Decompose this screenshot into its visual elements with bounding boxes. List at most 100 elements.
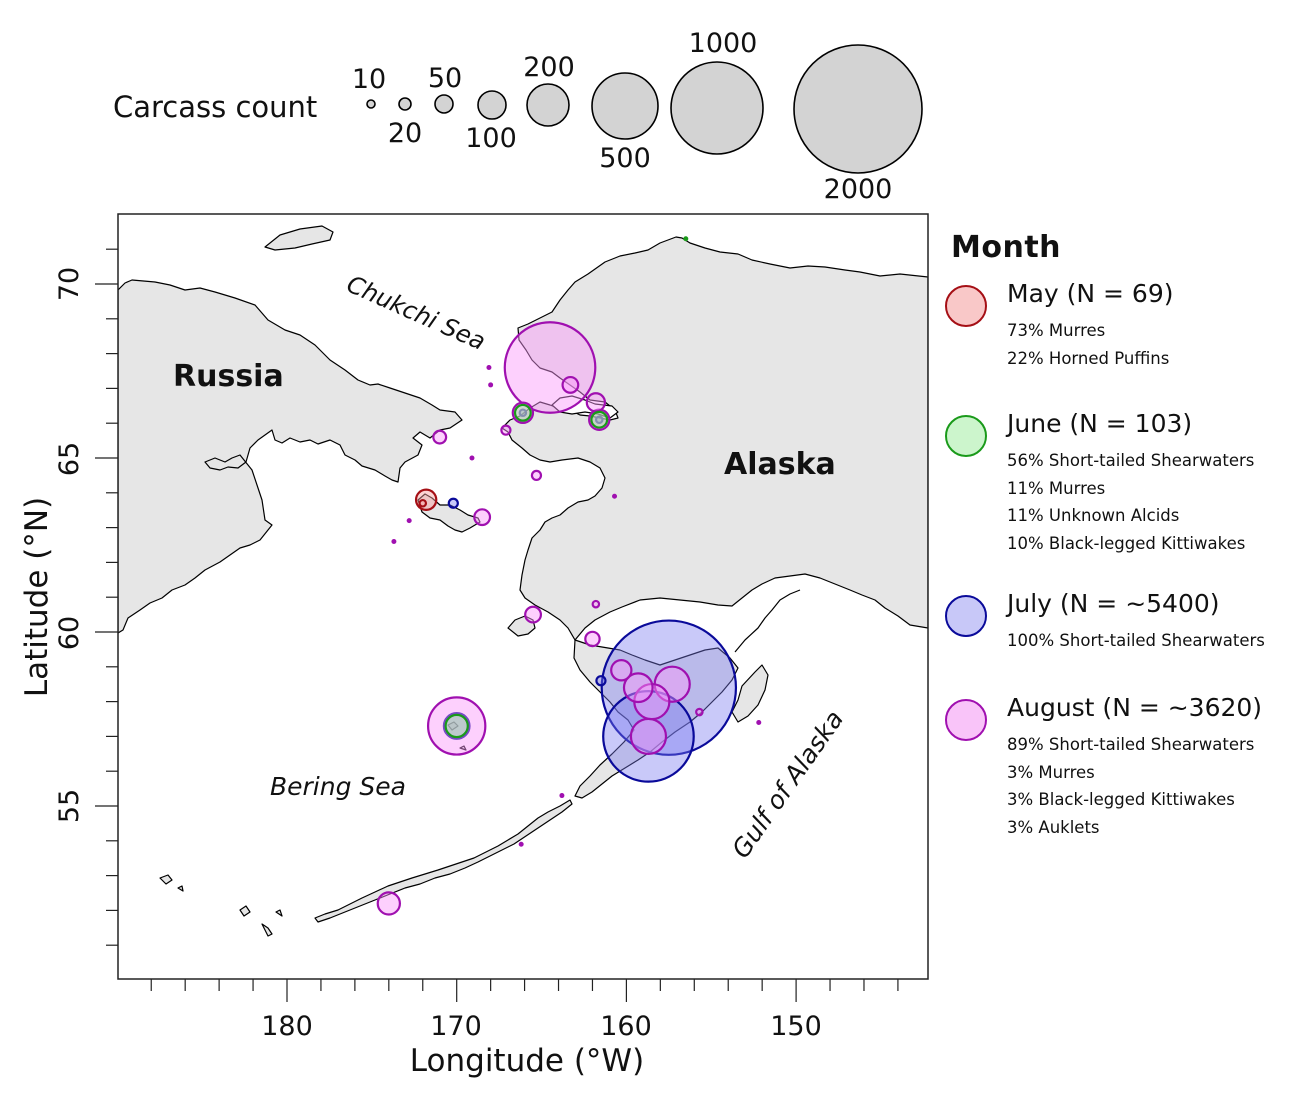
legend-line: 100% Short-tailed Shearwaters <box>1007 631 1265 650</box>
carcass-circle <box>610 659 633 682</box>
x-tick-label: 160 <box>600 1011 652 1042</box>
legend-title: Month <box>951 230 1062 265</box>
size-legend-label: 500 <box>599 143 651 174</box>
august-swatch-icon <box>945 699 987 741</box>
carcass-circle <box>444 713 469 739</box>
legend-item-august: August (N = ~3620) 89% Short-tailed Shea… <box>943 693 1293 837</box>
carcass-circle <box>595 675 607 687</box>
carcass-circle <box>612 493 618 499</box>
legend-label-may: May (N = 69) <box>1007 279 1174 308</box>
carcass-circle <box>622 672 654 704</box>
legend-line: 89% Short-tailed Shearwaters <box>1007 735 1255 754</box>
x-tick-label: 150 <box>770 1011 822 1042</box>
x-axis-label: Longitude (°W) <box>410 1043 644 1079</box>
carcass-circle <box>513 403 532 422</box>
carcass-circle <box>469 455 475 461</box>
legend-line: 11% Unknown Alcids <box>1007 506 1180 525</box>
carcass-circle <box>488 382 494 388</box>
y-tick-label: 70 <box>54 267 85 301</box>
carcass-circle <box>426 696 487 756</box>
carcass-circle <box>414 488 438 511</box>
carcass-circle <box>683 236 689 242</box>
legend-lines-august: 89% Short-tailed Shearwaters 3% Murres 3… <box>1007 731 1254 841</box>
kodiak-island <box>731 664 769 723</box>
july-swatch-icon <box>945 595 987 637</box>
legend-line: 3% Auklets <box>1007 817 1100 837</box>
label-bering-sea: Bering Sea <box>270 772 406 801</box>
legend-item-may: May (N = 69) 73% Murres 22% Horned Puffi… <box>943 279 1293 409</box>
y-tick-label: 65 <box>54 442 85 476</box>
carcass-circle <box>500 424 512 436</box>
legend-label-june: June (N = 103) <box>1007 409 1193 438</box>
map-panel: Russia Alaska Chukchi Sea Bering Sea Gul… <box>117 213 929 980</box>
aleutian-islands <box>314 799 573 923</box>
carcass-circle <box>432 429 448 445</box>
carcass-circle <box>486 365 492 371</box>
legend-line: 56% Short-tailed Shearwaters <box>1007 451 1255 470</box>
legend-line: 3% Murres <box>1007 762 1095 782</box>
carcass-circle <box>447 497 459 509</box>
pribilof-islands <box>447 721 467 751</box>
map-frame <box>117 213 929 980</box>
carcass-circle <box>629 717 668 756</box>
y-axis-label: Latitude (°N) <box>19 497 55 697</box>
size-legend-label: 1000 <box>689 28 758 59</box>
legend-item-june: June (N = 103) 56% Short-tailed Shearwat… <box>943 409 1293 589</box>
alaska-landmass <box>501 236 928 641</box>
carcass-circle <box>391 539 397 545</box>
legend-line: 10% Black-legged Kittiwakes <box>1007 533 1246 553</box>
kenai-peninsula <box>734 589 801 653</box>
legend-lines-july: 100% Short-tailed Shearwaters <box>1007 627 1265 655</box>
carcass-circle <box>406 518 412 524</box>
y-tick-label: 55 <box>54 789 85 823</box>
russia-landmass <box>118 279 463 634</box>
carcass-circle <box>756 719 762 725</box>
month-legend: Month May (N = 69) 73% Murres 22% Horned… <box>943 230 1293 837</box>
carcass-circle <box>591 599 601 609</box>
axis-tick-labels: 180 170 160 150 70 65 60 55 <box>54 267 822 1042</box>
carcass-circle <box>600 619 738 756</box>
carcass-circle <box>418 498 428 508</box>
size-legend-circle <box>793 44 923 174</box>
western-aleutians <box>159 874 283 937</box>
size-legend-circle <box>526 83 570 127</box>
size-legend-circle <box>591 72 659 140</box>
size-legend-title: Carcass count <box>113 90 317 124</box>
x-tick-label: 170 <box>430 1011 482 1042</box>
wrangel-island <box>264 225 334 251</box>
carcass-circle <box>584 630 601 648</box>
st-lawrence-island <box>417 493 481 533</box>
carcass-circles <box>376 236 762 916</box>
carcass-circle <box>602 690 695 783</box>
legend-lines-june: 56% Short-tailed Shearwaters 11% Murres … <box>1007 447 1254 557</box>
legend-label-july: July (N = ~5400) <box>1007 589 1220 618</box>
carcass-circle <box>442 712 471 740</box>
carcass-circle <box>524 605 543 624</box>
size-legend-circle <box>670 61 764 155</box>
size-legend-label: 10 <box>352 64 386 95</box>
carcass-circle <box>559 793 565 799</box>
june-swatch-icon <box>945 415 987 457</box>
carcass-circle <box>518 841 524 847</box>
legend-line: 22% Horned Puffins <box>1007 348 1170 368</box>
carcass-circle <box>518 408 528 418</box>
axes <box>95 248 899 1002</box>
legend-item-july: July (N = ~5400) 100% Short-tailed Shear… <box>943 589 1293 693</box>
legend-lines-may: 73% Murres 22% Horned Puffins <box>1007 317 1169 372</box>
legend-label-august: August (N = ~3620) <box>1007 693 1263 722</box>
carcass-circle <box>473 508 492 527</box>
legend-line: 73% Murres <box>1007 321 1106 340</box>
carcass-circle <box>503 321 597 414</box>
size-legend-circle <box>366 99 376 109</box>
size-legend-label: 2000 <box>824 174 893 205</box>
label-russia: Russia <box>173 359 284 394</box>
carcass-circle <box>695 707 704 717</box>
may-swatch-icon <box>945 285 987 327</box>
x-tick-label: 180 <box>261 1011 313 1042</box>
legend-line: 3% Black-legged Kittiwakes <box>1007 790 1235 809</box>
size-legend-label: 20 <box>388 118 422 149</box>
y-tick-label: 60 <box>54 616 85 650</box>
